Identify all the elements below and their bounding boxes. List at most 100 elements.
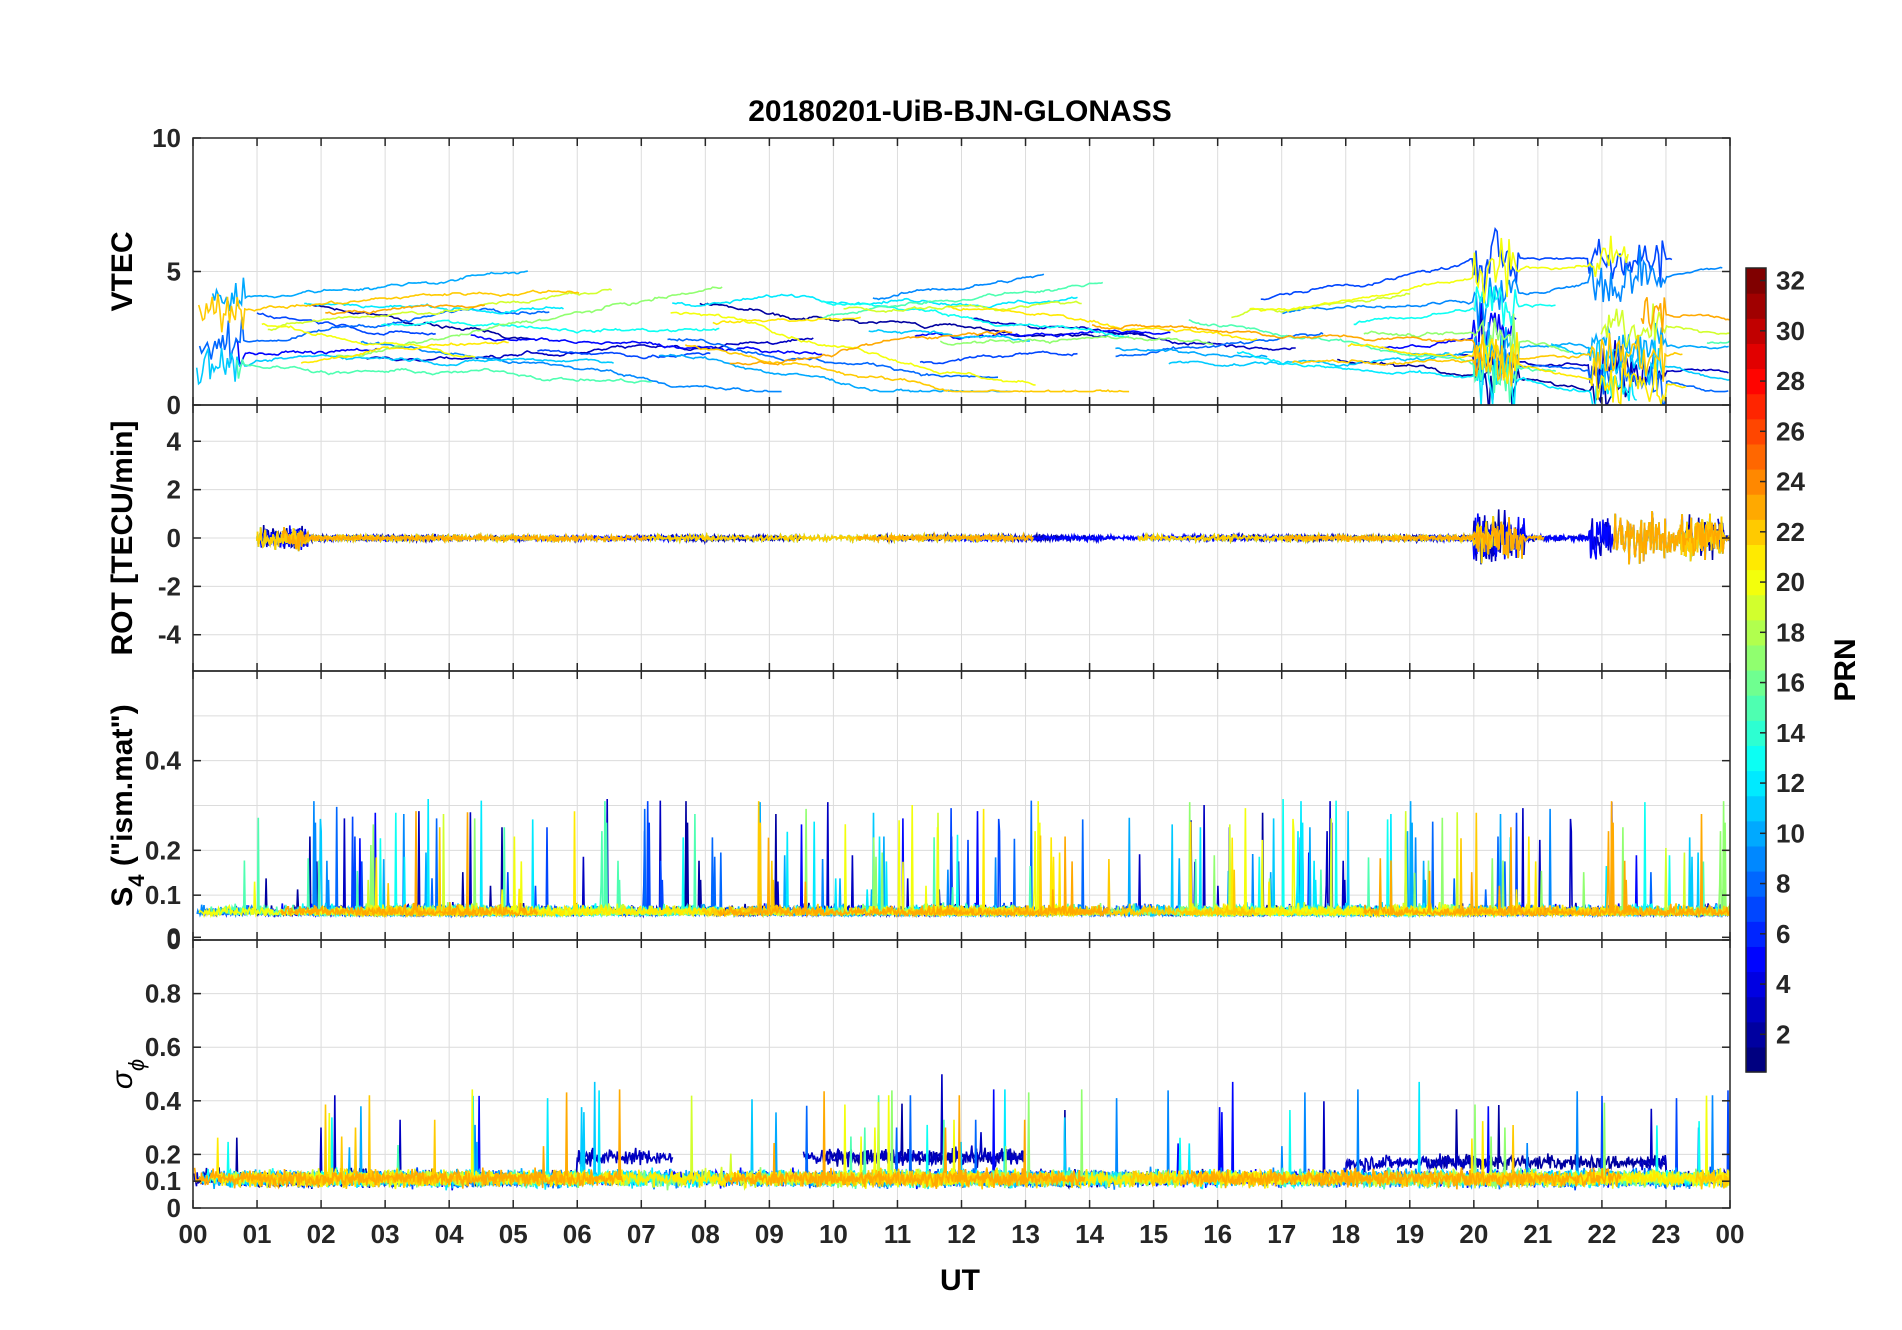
colorbar-tick-label: 24 (1776, 467, 1805, 497)
series-line-prn-13 (819, 300, 1130, 339)
series-line-prn-12 (672, 293, 1078, 309)
series-line-prn-10 (658, 353, 1011, 393)
series-line-prn-10 (1115, 347, 1268, 359)
colorbar-frame (1745, 267, 1767, 1073)
colorbar-swatch (1746, 971, 1766, 998)
colorbar-tick-label: 6 (1776, 919, 1790, 949)
colorbar-swatch (1746, 318, 1766, 344)
x-axis-label: UT (940, 1264, 980, 1297)
series-line-prn-20 (261, 322, 476, 358)
panel-4: 00.10.2 0.4 0.6 0.8 σϕ (106, 939, 1731, 1223)
series-line-prn-8 (612, 808, 824, 918)
series-line-prn-23 (856, 531, 1034, 545)
colorbar-label: PRN (1829, 638, 1862, 701)
series-line-prn-9 (1222, 808, 1582, 919)
y-tick-labels: 000.10.20.4 (145, 746, 182, 955)
x-tick-label: 09 (755, 1219, 784, 1249)
series-line-prn-2 (307, 303, 531, 340)
y-axis-label: σϕ (106, 1059, 149, 1089)
series-line-prn-23 (1181, 1167, 1622, 1190)
colorbar-swatch (1746, 845, 1766, 872)
y-axis-label: ROT [TECU/min] (106, 421, 139, 656)
colorbar-swatch (1746, 921, 1766, 947)
y-tick-label: 0.1 (145, 1166, 181, 1196)
y-tick-label: 0 (167, 925, 181, 955)
series-group (193, 1074, 1730, 1191)
colorbar-tick-label: 28 (1776, 366, 1805, 396)
y-tick-label: 0.8 (145, 979, 181, 1009)
y-tick-label: -4 (158, 620, 182, 650)
x-tick-label: 03 (371, 1219, 400, 1249)
x-tick-label: 19 (1395, 1219, 1424, 1249)
y-tick-label: 0 (167, 1193, 181, 1223)
x-tick-label: 04 (435, 1219, 464, 1249)
colorbar-tick-label: 2 (1776, 1019, 1790, 1049)
x-tick-label: 10 (819, 1219, 848, 1249)
x-tick-label: 15 (1139, 1219, 1168, 1249)
series-line-prn-17 (1393, 801, 1730, 918)
colorbar-swatch (1746, 494, 1766, 520)
colorbar-tick-label: 22 (1776, 517, 1805, 547)
series-line-prn-17 (1363, 313, 1570, 369)
panel-3: 000.10.20.4S4 ("ism.mat") (106, 670, 1731, 955)
series-line-prn-12 (1144, 801, 1428, 919)
colorbar-tick-label: 8 (1776, 869, 1790, 899)
series-line-prn-22 (197, 289, 580, 333)
series-line-prn-15 (1188, 319, 1557, 403)
y-tick-labels: -4 -2 0 2 4 (158, 426, 182, 649)
series-line-prn-20 (1249, 235, 1629, 313)
series-line-prn-5 (235, 338, 381, 367)
series-line-prn-19 (267, 288, 613, 332)
series-line-prn-5 (470, 334, 823, 356)
series-line-prn-5 (914, 329, 1171, 340)
series-line-prn-12 (1236, 347, 1638, 405)
y-tick-labels: 0 5 10 (152, 123, 181, 420)
series-line-prn-22 (684, 344, 1130, 393)
series-line-prn-23 (723, 1091, 1086, 1190)
colorbar-swatch (1746, 469, 1766, 495)
x-tick-label: 01 (243, 1219, 272, 1249)
y-tick-label: 0.4 (145, 746, 182, 776)
series-line-prn-10 (702, 802, 887, 918)
panel-2: -4 -2 0 2 4 ROT [TECU/min] (106, 404, 1731, 672)
colorbar-swatch (1746, 368, 1766, 395)
series-line-prn-2 (699, 302, 1144, 338)
series-line-prn-5 (1379, 303, 1517, 365)
colorbar-swatch (1746, 569, 1766, 596)
y-tick-label: 0 (167, 390, 181, 420)
y-tick-label: 0 (167, 922, 181, 952)
series-group (195, 227, 1730, 405)
series-line-prn-7 (919, 350, 1078, 365)
y-tick-label: -2 (158, 571, 181, 601)
series-line-prn-13 (380, 319, 720, 334)
series-line-prn-9 (1282, 247, 1723, 330)
series-line-prn-8 (198, 307, 550, 364)
x-tick-label: 16 (1203, 1219, 1232, 1249)
colorbar-swatch (1746, 644, 1766, 671)
x-tick-label: 21 (1523, 1219, 1552, 1249)
colorbar-tick-label: 14 (1776, 718, 1805, 748)
series-line-prn-21 (1347, 332, 1687, 405)
series-line-prn-23 (717, 836, 1110, 919)
series-line-prn-23 (1640, 296, 1730, 333)
colorbar-swatch (1746, 695, 1766, 721)
series-line-prn-10 (211, 270, 528, 312)
series-line-prn-3 (730, 802, 1052, 918)
colorbar-swatch (1746, 293, 1766, 319)
x-tick-label: 06 (563, 1219, 592, 1249)
series-line-prn-11 (308, 818, 588, 918)
colorbar-swatch (1746, 896, 1766, 922)
series-line-prn-7 (537, 349, 711, 360)
series-line-prn-22 (1695, 1169, 1730, 1190)
x-tick-label: 20 (1459, 1219, 1488, 1249)
series-line-prn-3 (365, 337, 814, 362)
y-tick-label: 4 (167, 426, 182, 456)
colorbar-tick-label: 10 (1776, 818, 1805, 848)
series-line-prn-9 (872, 273, 1045, 301)
series-group (256, 509, 1730, 565)
series-line-prn-23 (1612, 511, 1730, 565)
y-tick-label: 0.4 (145, 1086, 182, 1116)
y-tick-label: 0.1 (145, 880, 181, 910)
colorbar-swatch (1746, 443, 1766, 470)
